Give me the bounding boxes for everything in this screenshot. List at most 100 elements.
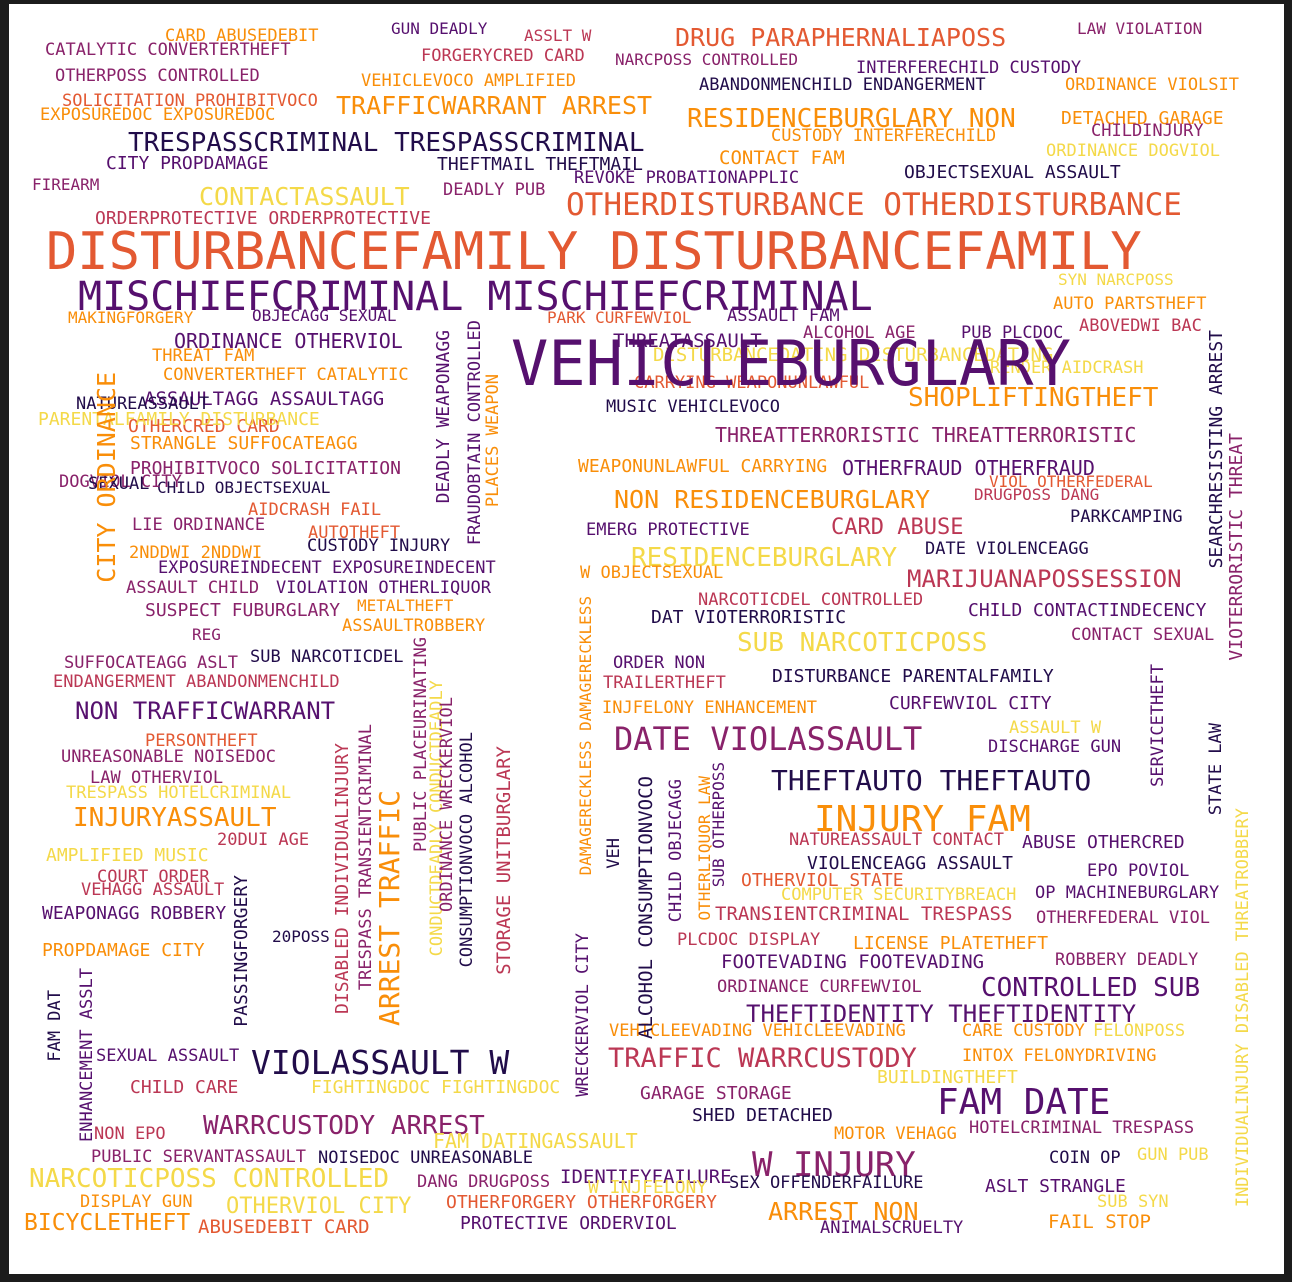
word: SHED DETACHED [692,1105,833,1126]
word: MISCHIEFCRIMINAL MISCHIEFCRIMINAL [78,274,873,320]
word: CARD ABUSE [831,515,964,540]
word: OTHERFRAUD OTHERFRAUD [842,456,1095,480]
word: FRAUDOBTAIN CONTROLLED [465,320,485,546]
word: SHOPLIFTINGTHEFT [908,383,1159,413]
word: NATUREASSAULT [76,394,210,414]
word: DOGVIOL CITY [59,472,182,492]
word: ASSLT W [524,26,592,45]
word: THREATASSAULT [613,330,762,352]
word: REVOKE PROBATIONAPPLIC [574,168,800,188]
word: PARENTALFAMILY DISTURBANCE [38,409,320,430]
word: TRAFFICWARRANT ARREST [336,91,653,120]
word: ANIMALSCRUELTY [820,1218,964,1238]
word: NON EPO [94,1124,166,1144]
word: MAKINGFORGERY [68,308,194,327]
word: DISTURBANCE PARENTALFAMILY [772,666,1054,687]
word: NARCPOSS CONTROLLED [615,50,799,69]
word: VIOL OTHERFEDERAL [989,472,1153,491]
word: DISPLAY GUN [80,1192,193,1212]
word: SUFFOCATEAGG ASLT [64,653,238,673]
word: ORDERPROTECTIVE ORDERPROTECTIVE [95,208,431,229]
word: SEARCHRESISTING ARREST [1206,330,1227,569]
word: ASSAULT CHILD [126,578,260,598]
word: AIDCRASH FAIL [248,500,382,520]
word: MARIJUANAPOSSESSION [907,565,1182,593]
word: SEXUAL [88,474,150,494]
word: FIREARM [32,175,100,194]
word: METALTHEFT [357,596,454,615]
word: FAM DATE [937,1082,1111,1123]
word: REG [192,625,221,644]
word: ENHANCEMENT ASSLT [77,968,97,1142]
word: OBJECAGG SEXUAL [252,306,397,325]
word: INJURY FAM [814,799,1031,840]
word: W OBJECTSEXUAL [580,563,724,583]
word: OTHERVIOL STATE [741,870,904,891]
word: CATALYTIC CONVERTERTHEFT [45,40,291,60]
word: SUB NARCOTICPOSS [737,628,988,658]
word: VEH [604,838,624,869]
word: STRANGLE SUFFOCATEAGG [130,433,358,454]
word: GARAGE STORAGE [640,1083,792,1104]
word: NARCOTICPOSS CONTROLLED [29,1164,390,1194]
word: DATE VIOLENCEAGG [925,539,1089,559]
word: PLCDOC DISPLAY [677,930,821,950]
word: FELONPOSS [1093,1021,1186,1041]
word: DETACHED GARAGE [1061,108,1224,129]
word: COMPUTER SECURITYBREACH [781,885,1017,905]
word: DAMAGERECKLESS DAMAGERECKLESS [576,596,595,876]
word: CUSTODY INJURY [307,536,451,556]
word: NON TRAFFICWARRANT [75,697,336,725]
word: CHILD CONTACTINDECENCY [968,600,1207,621]
word: DISCHARGE GUN [988,737,1122,757]
word: PROPDAMAGE CITY [42,940,205,961]
word: ABANDONMENCHILD ENDANGERMENT [699,75,986,95]
word: DEADLY WEAPONAGG [433,330,454,504]
word: FAM DATINGASSAULT [433,1129,638,1153]
word: PUBLIC SERVANTASSAULT [91,1147,306,1167]
word: DRUGPOSS DANG [974,485,1100,504]
word: OTHERPOSS CONTROLLED [55,66,260,86]
word: VIOLENCEAGG ASSAULT [807,853,1013,874]
word: LAW VIOLATION [1077,19,1203,38]
word: INTERFERECHILD CUSTODY [856,58,1082,78]
word: THREAT FAM [152,346,255,366]
word: EXPOSUREDOC EXPOSUREDOC [40,105,276,125]
word: TRAILERTHEFT [603,673,726,693]
word: NARCOTICDEL CONTROLLED [698,590,924,610]
word: OTHERCRED CARD [128,416,280,437]
word: PROTECTIVE ORDERVIOL [460,1213,677,1234]
word: ORDINANCE DOGVIOL [1046,141,1220,161]
word: HOTELCRIMINAL TRESPASS [969,1118,1195,1138]
word: RENDER AIDCRASH [990,358,1144,378]
word: FAIL STOP [1048,1211,1151,1233]
word: ABUSEDEBIT CARD [198,1216,370,1238]
word: CONTROLLED SUB [981,973,1201,1003]
word: SOLICITATION PROHIBITVOCO [62,91,318,111]
word: DISABLED INDIVIDUALINJURY [332,743,353,1014]
word: ORDER NON [613,653,706,673]
word: FORGERYCRED CARD [421,46,585,66]
word: SERVICETHEFT [1148,664,1168,787]
word: SUB NARCOTICDEL [250,647,404,667]
word: ORDINANCE VIOLSIT [1065,75,1239,95]
word: WEAPONUNLAWFUL CARRYING [578,456,828,477]
word: DEADLY PUB [443,180,546,200]
word: CARE CUSTODY [962,1021,1085,1041]
word: FOOTEVADING FOOTEVADING [721,951,985,973]
word: GUN PUB [1137,1145,1209,1165]
word: CURFEWVIOL CITY [889,693,1052,714]
word: CARRYING WEAPONUNLAWFUL [634,373,870,393]
word: SEXUAL ASSAULT [96,1046,240,1066]
word: WRECKERVIOL CITY [573,933,593,1097]
word: ASSAULTAGG ASSAULTAGG [144,388,385,410]
word: ROBBERY DEADLY [1055,950,1199,970]
word: CHILD OBJECTSEXUAL [157,478,331,497]
word: VEHAGG ASSAULT [81,880,225,900]
word: ABOVEDWI BAC [1079,316,1202,336]
word: 20POSS [272,927,330,946]
word: PASSINGFORGERY [231,875,252,1027]
word: CHILD OBJECAGG [666,779,686,923]
word: INJURYASSAULT [73,803,277,833]
word: UNREASONABLE NOISEDOC [61,747,276,767]
